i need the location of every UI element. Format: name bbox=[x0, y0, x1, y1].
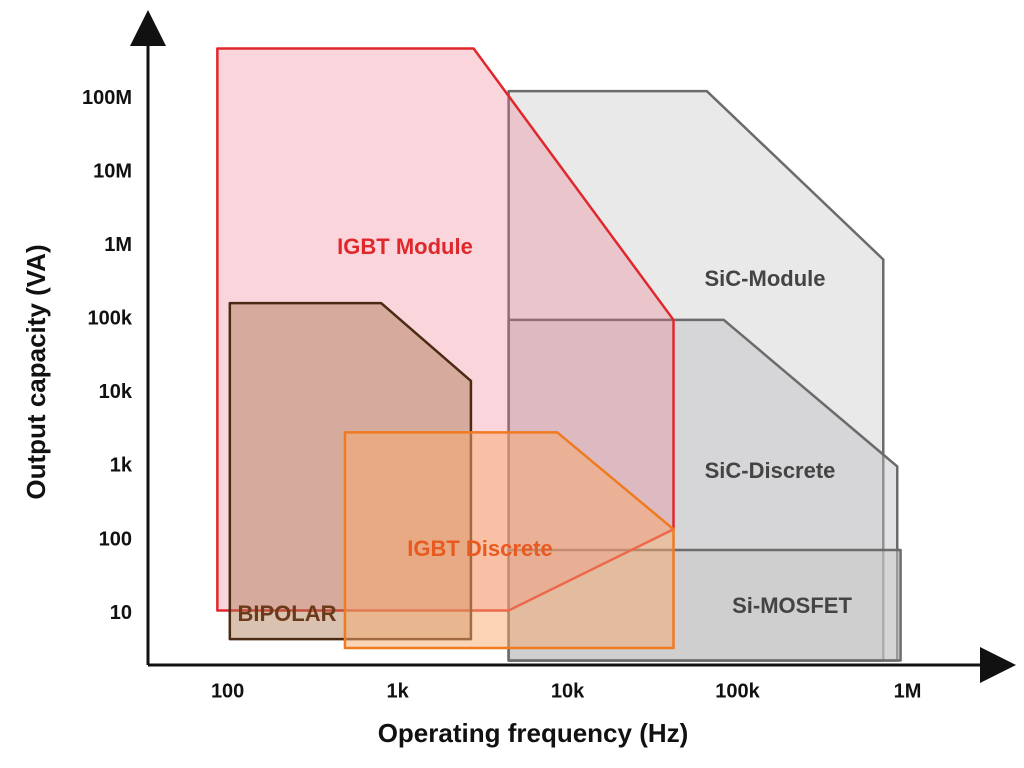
y-tick-label: 100k bbox=[88, 308, 133, 330]
region-label: BIPOLAR bbox=[238, 601, 337, 626]
y-tick-label: 100M bbox=[82, 87, 132, 109]
region-label: IGBT Module bbox=[337, 234, 473, 259]
y-tick-label: 1M bbox=[104, 234, 132, 256]
y-tick-label: 10k bbox=[99, 381, 133, 403]
y-tick-label: 1k bbox=[110, 455, 133, 477]
region-label: SiC-Discrete bbox=[705, 458, 836, 483]
y-tick-label: 10M bbox=[93, 160, 132, 182]
y-axis-title: Output capacity (VA) bbox=[21, 244, 51, 499]
region bbox=[343, 431, 675, 650]
x-tick-label: 100k bbox=[715, 680, 760, 702]
x-tick-label: 1M bbox=[894, 680, 922, 702]
x-tick-label: 100 bbox=[211, 680, 244, 702]
x-tick-label: 10k bbox=[551, 680, 585, 702]
region-label: SiC-Module bbox=[705, 266, 826, 291]
x-axis-title: Operating frequency (Hz) bbox=[378, 718, 689, 748]
y-tick-label: 100 bbox=[99, 528, 132, 550]
region-label: IGBT Discrete bbox=[407, 536, 553, 561]
regions bbox=[216, 47, 902, 662]
x-tick-label: 1k bbox=[386, 680, 409, 702]
region-label: Si-MOSFET bbox=[732, 593, 852, 618]
y-tick-label: 10 bbox=[110, 602, 132, 624]
